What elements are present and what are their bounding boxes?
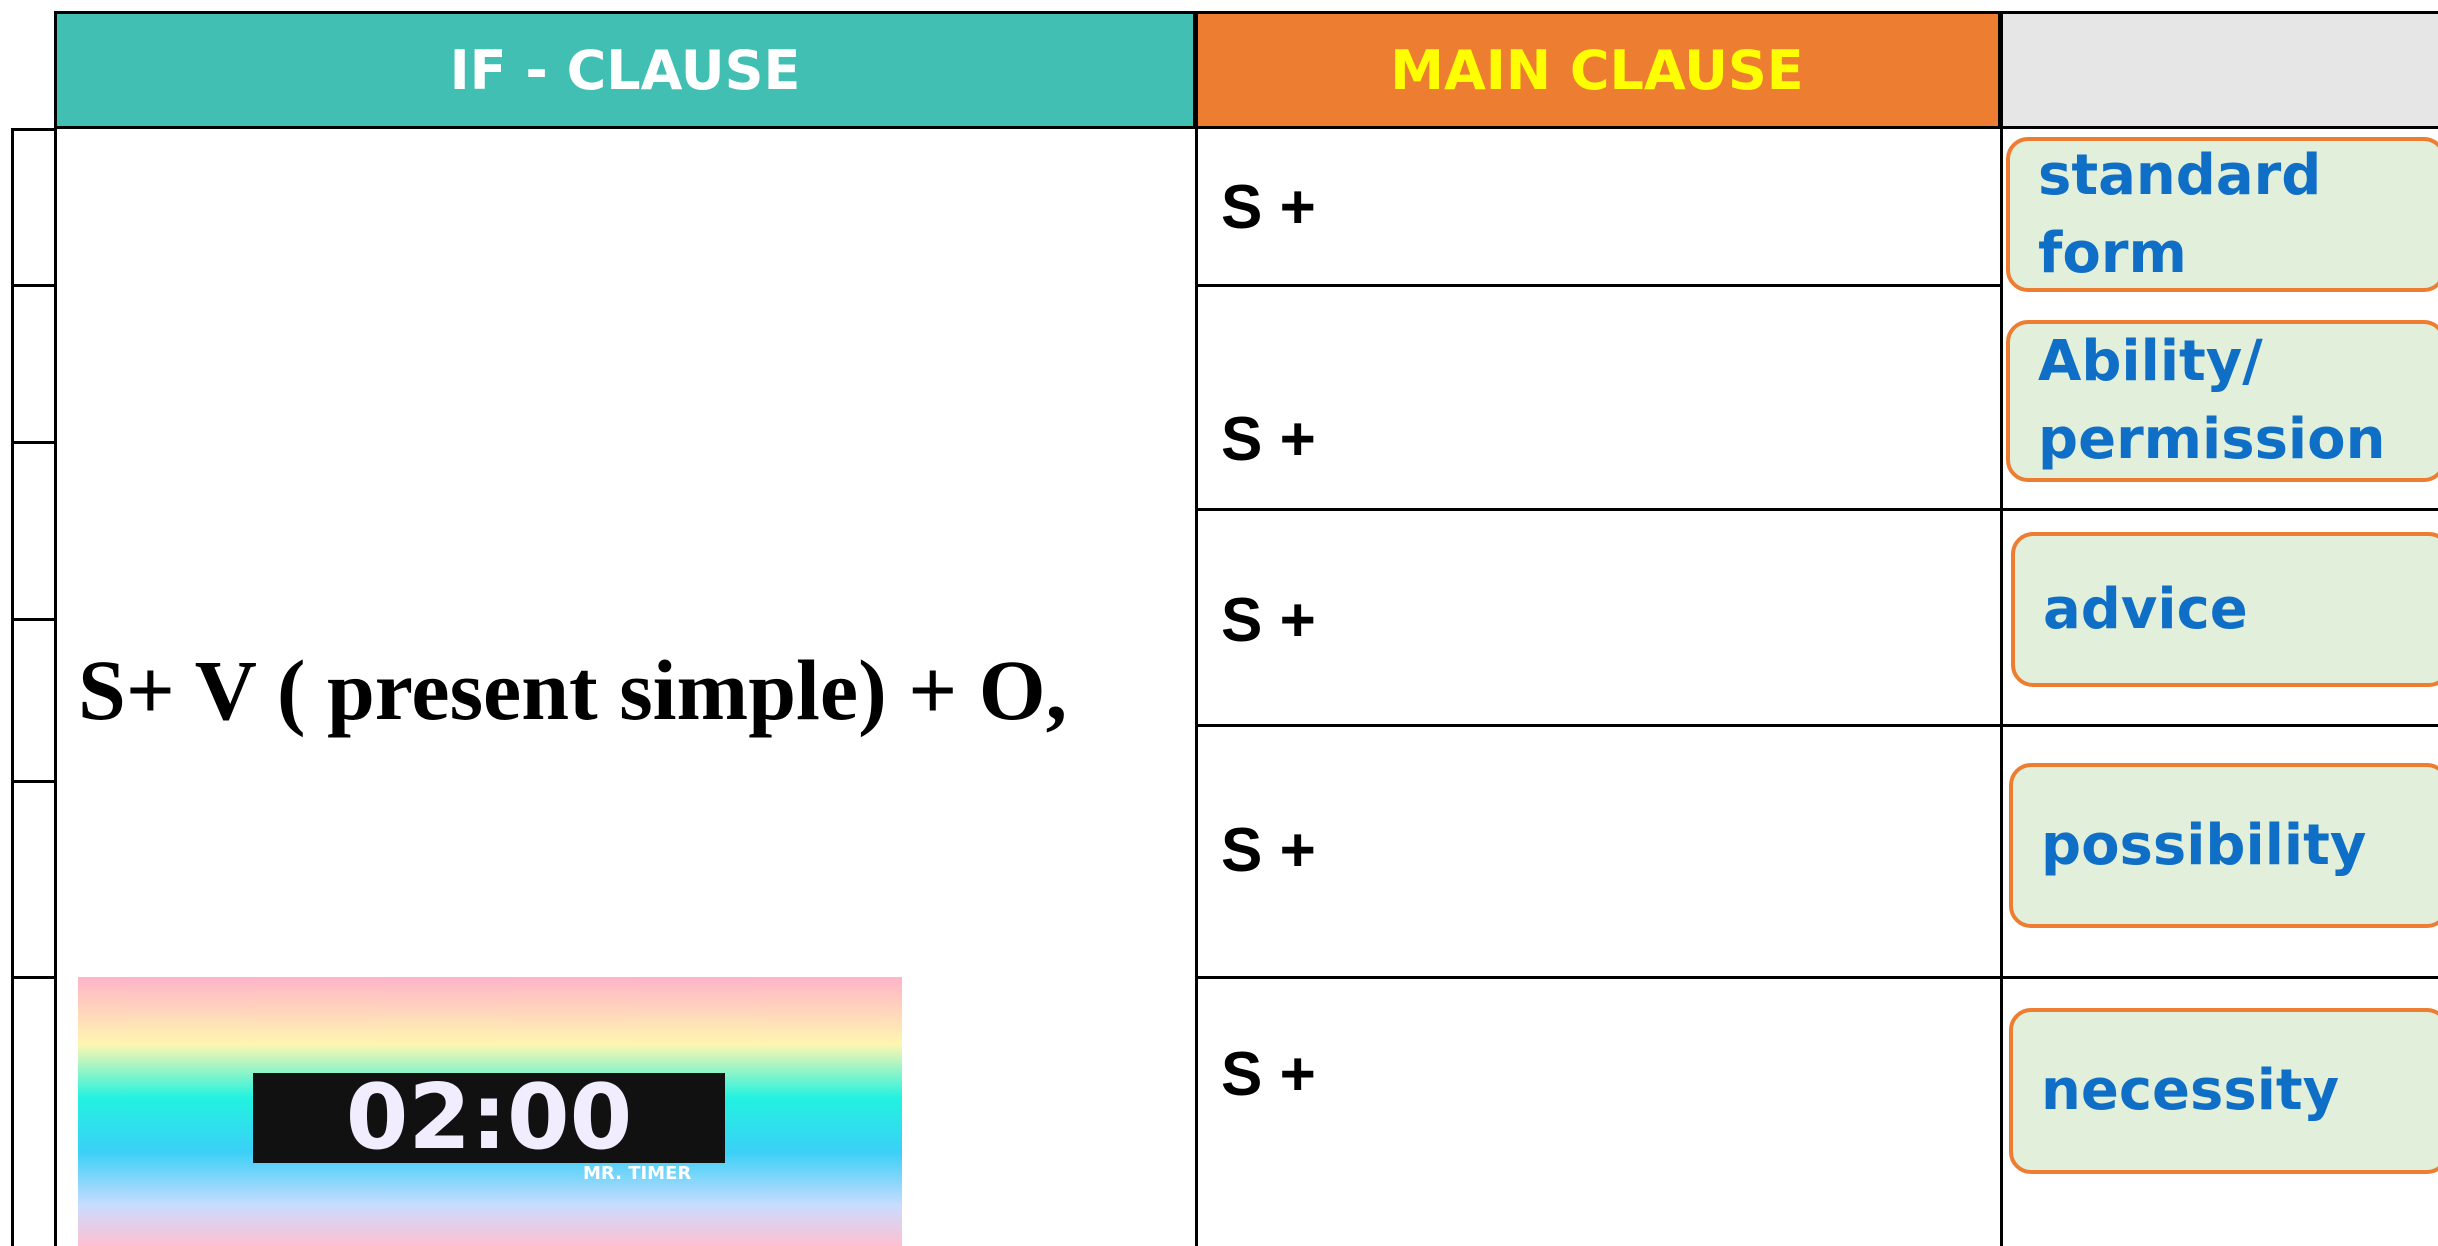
header-main-clause: MAIN CLAUSE	[1196, 11, 2001, 129]
label-text: advice	[2043, 576, 2248, 642]
main-clause: S +	[1221, 1040, 1316, 1109]
border	[1196, 284, 2003, 287]
header-if-clause: IF - CLAUSE	[54, 11, 1196, 129]
timer-image: 02:00 MR. TIMER	[78, 977, 902, 1246]
label-text: necessity	[2041, 1058, 2340, 1123]
label-text: standard	[2038, 142, 2322, 208]
label-box[interactable]: advice	[2011, 532, 2438, 687]
border	[1195, 11, 1198, 1246]
border	[11, 128, 14, 1246]
main-clause: S +	[1221, 816, 1316, 885]
border	[1196, 724, 2438, 727]
main-clause: S +	[1221, 173, 1316, 242]
label-text: permission	[2038, 407, 2386, 472]
border	[11, 976, 56, 979]
border	[1196, 508, 2438, 511]
label-box[interactable]: standard form	[2006, 137, 2438, 292]
main-clause: S +	[1221, 405, 1316, 474]
if-clause-formula: S+ V ( present simple) + O,	[78, 642, 1068, 738]
border	[11, 284, 56, 287]
header-blank	[2001, 11, 2438, 129]
label-text: possibility	[2041, 812, 2367, 878]
label-box[interactable]: necessity	[2009, 1008, 2438, 1174]
label-text: Ability/	[2038, 329, 2263, 394]
border	[54, 11, 57, 1246]
label-box[interactable]: possibility	[2009, 763, 2438, 928]
border	[11, 128, 56, 131]
timer-time: 02:00	[253, 1073, 725, 1163]
border	[1196, 976, 2438, 979]
border	[2000, 11, 2003, 1246]
border	[11, 780, 56, 783]
border	[11, 618, 56, 621]
label-box[interactable]: Ability/permission	[2006, 320, 2438, 482]
main-clause: S +	[1221, 586, 1316, 655]
label-text: form	[2038, 220, 2187, 286]
timer-brand: MR. TIMER	[583, 1163, 692, 1184]
border	[11, 441, 56, 444]
